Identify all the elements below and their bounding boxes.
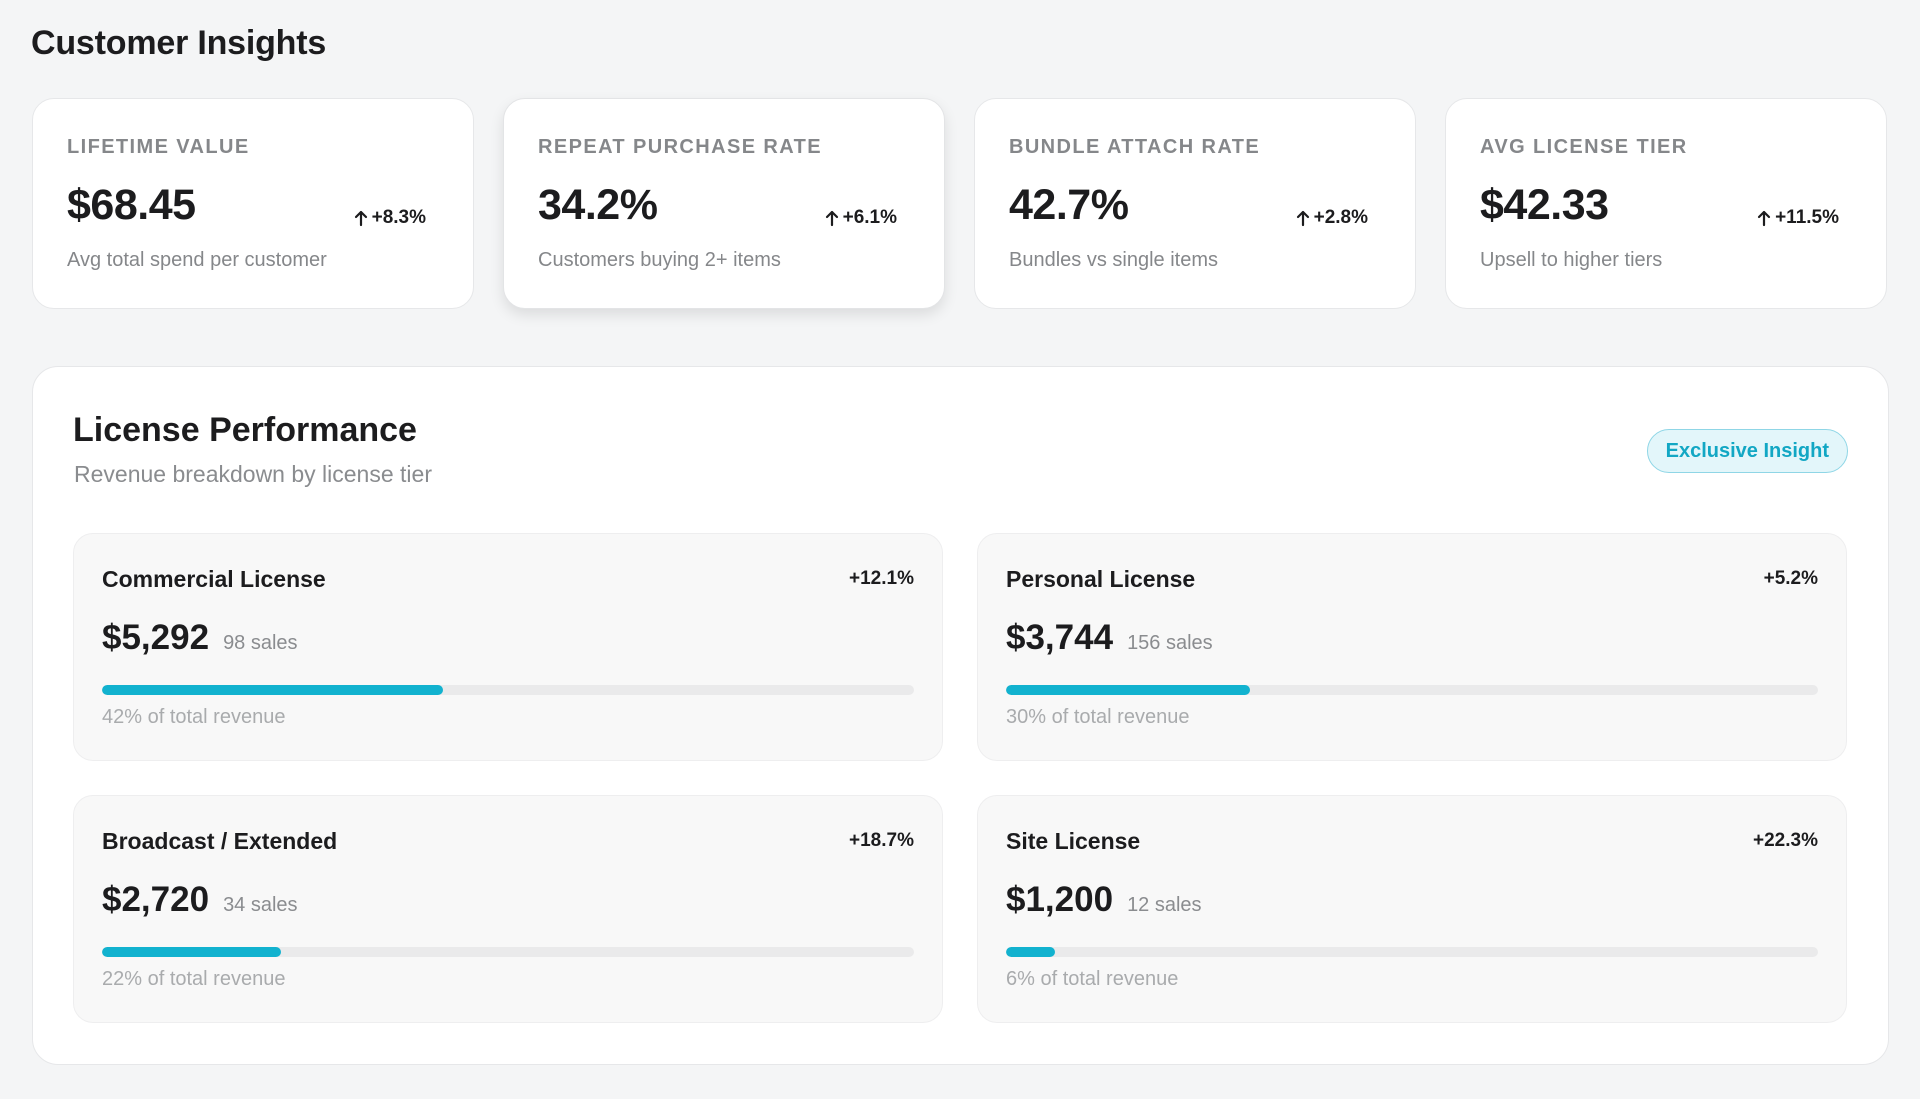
tier-amount: $2,720 [102,880,210,919]
revenue-share-bar [102,947,914,957]
tier-name: Commercial License [102,566,326,592]
metric-change-value: +8.3% [371,207,426,228]
tier-share: 22% of total revenue [102,968,286,990]
metric-card-lifetime-value[interactable]: LIFETIME VALUE $68.45 +8.3% Avg total sp… [32,98,474,309]
metric-card-avg-license-tier[interactable]: AVG LICENSE TIER $42.33 +11.5% Upsell to… [1445,98,1887,309]
metric-change: +6.1% [825,207,897,229]
metric-change: +2.8% [1296,207,1368,229]
metric-change: +11.5% [1757,207,1839,229]
metric-label: LIFETIME VALUE [67,136,250,158]
page-title: Customer Insights [31,24,327,62]
metric-value: 34.2% [538,181,658,229]
metric-change: +8.3% [354,207,426,229]
tier-name: Site License [1006,828,1141,854]
metric-change-value: +11.5% [1775,207,1839,228]
tier-change: +18.7% [849,830,914,851]
tier-share: 30% of total revenue [1006,706,1190,728]
tier-sales: 12 sales [1127,894,1202,916]
revenue-share-fill [1006,685,1250,695]
metric-label: BUNDLE ATTACH RATE [1009,136,1261,158]
tier-change: +5.2% [1763,568,1818,589]
revenue-share-bar [102,685,914,695]
metric-cards: LIFETIME VALUE $68.45 +8.3% Avg total sp… [32,98,1889,309]
arrow-up-icon [354,210,367,227]
metric-value: $42.33 [1480,181,1609,229]
tier-amount: $3,744 [1006,618,1114,657]
arrow-up-icon [1296,210,1309,227]
metric-description: Customers buying 2+ items [538,249,781,271]
tier-change: +12.1% [849,568,914,589]
tier-sales: 156 sales [1127,632,1213,654]
license-performance-panel: License Performance Revenue breakdown by… [32,366,1889,1065]
revenue-share-bar [1006,947,1818,957]
metric-label: AVG LICENSE TIER [1480,136,1688,158]
tier-change: +22.3% [1753,830,1818,851]
tier-card-site-license[interactable]: Site License +22.3% $1,200 12 sales 6% o… [977,795,1847,1023]
exclusive-insight-badge: Exclusive Insight [1646,429,1848,473]
metric-label: REPEAT PURCHASE RATE [538,136,822,158]
tier-amount: $1,200 [1006,880,1114,919]
tier-amount-row: $2,720 34 sales [102,880,298,920]
tier-amount-row: $3,744 156 sales [1006,618,1213,658]
tier-card-broadcast-extended[interactable]: Broadcast / Extended +18.7% $2,720 34 sa… [73,795,943,1023]
arrow-up-icon [1757,210,1771,227]
tier-share: 42% of total revenue [102,706,286,728]
metric-value: 42.7% [1009,181,1129,229]
metric-card-repeat-purchase-rate[interactable]: REPEAT PURCHASE RATE 34.2% +6.1% Custome… [503,98,945,309]
metric-description: Avg total spend per customer [67,249,327,271]
revenue-share-fill [102,685,444,695]
metric-value: $68.45 [67,181,196,229]
panel-title: License Performance [73,411,417,449]
tier-sales: 98 sales [223,632,298,654]
metric-change-value: +2.8% [1313,207,1368,228]
revenue-share-bar [1006,685,1818,695]
revenue-share-fill [1006,947,1055,957]
tier-sales: 34 sales [223,894,298,916]
metric-description: Bundles vs single items [1009,249,1218,271]
tier-name: Personal License [1006,566,1196,592]
tier-amount-row: $1,200 12 sales [1006,880,1202,920]
tier-card-commercial-license[interactable]: Commercial License +12.1% $5,292 98 sale… [73,533,943,761]
panel-subtitle: Revenue breakdown by license tier [74,461,432,487]
metric-card-bundle-attach-rate[interactable]: BUNDLE ATTACH RATE 42.7% +2.8% Bundles v… [974,98,1416,309]
metric-description: Upsell to higher tiers [1480,249,1663,271]
tier-amount: $5,292 [102,618,210,657]
tier-card-personal-license[interactable]: Personal License +5.2% $3,744 156 sales … [977,533,1847,761]
tier-share: 6% of total revenue [1006,968,1179,990]
tier-name: Broadcast / Extended [102,828,338,854]
license-tier-grid: Commercial License +12.1% $5,292 98 sale… [73,533,1847,1023]
revenue-share-fill [102,947,281,957]
metric-change-value: +6.1% [842,207,897,228]
tier-amount-row: $5,292 98 sales [102,618,298,658]
arrow-up-icon [825,210,838,227]
